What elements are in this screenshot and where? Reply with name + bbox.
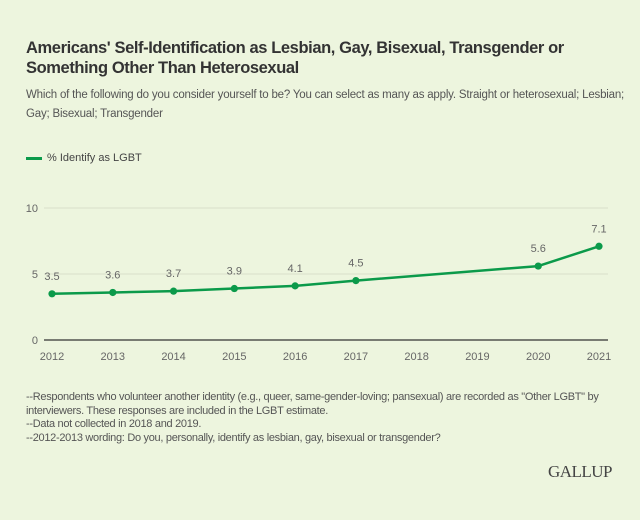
footnote: --2012-2013 wording: Do you, personally,… — [26, 431, 441, 444]
data-label: 4.5 — [348, 258, 363, 270]
data-label: 4.1 — [287, 263, 302, 275]
series-line — [51, 245, 600, 296]
x-tick-label: 2018 — [404, 351, 428, 363]
data-label: 3.7 — [166, 268, 181, 280]
chart-subtitle: Which of the following do you consider y… — [26, 89, 625, 120]
footnote: --Data not collected in 2018 and 2019. — [26, 418, 202, 430]
x-tick-label: 2021 — [587, 351, 611, 363]
data-point — [109, 288, 117, 297]
y-tick-label: 0 — [32, 335, 38, 347]
footnotes: --Respondents who volunteer another iden… — [26, 391, 626, 445]
x-tick-label: 2012 — [40, 351, 64, 363]
data-point — [352, 277, 360, 285]
legend-swatch — [26, 156, 42, 160]
y-tick-label: 5 — [32, 269, 38, 281]
chart-title: Americans' Self-Identification as Lesbia… — [26, 39, 564, 77]
y-tick-label: 10 — [26, 203, 38, 215]
data-point — [48, 290, 56, 298]
data-label: 5.6 — [531, 243, 546, 255]
data-label: 3.6 — [105, 269, 120, 281]
data-point — [169, 287, 178, 295]
x-tick-label: 2016 — [283, 351, 307, 363]
x-tick-label: 2020 — [526, 351, 550, 363]
x-tick-label: 2015 — [222, 351, 246, 363]
data-label: 3.9 — [227, 266, 242, 278]
x-tick-label: 2019 — [465, 351, 489, 363]
x-tick-label: 2013 — [101, 351, 125, 363]
x-tick-label: 2017 — [344, 351, 368, 363]
data-point — [230, 284, 238, 293]
footnote: --Respondents who volunteer another iden… — [26, 391, 599, 417]
gallup-logo: GALLUP — [547, 462, 613, 481]
data-label: 3.5 — [44, 271, 59, 283]
data-label: 7.1 — [591, 223, 606, 235]
legend-label: % Identify as LGBT — [47, 152, 142, 164]
x-tick-label: 2014 — [161, 351, 185, 363]
legend: % Identify as LGBT — [26, 152, 142, 164]
data-point — [291, 282, 299, 290]
line-chart: 0 5 10 2012 2013 2014 2015 2016 2017 2018 2019 2020… — [26, 203, 611, 363]
data-point — [595, 242, 603, 250]
data-point — [534, 262, 542, 270]
